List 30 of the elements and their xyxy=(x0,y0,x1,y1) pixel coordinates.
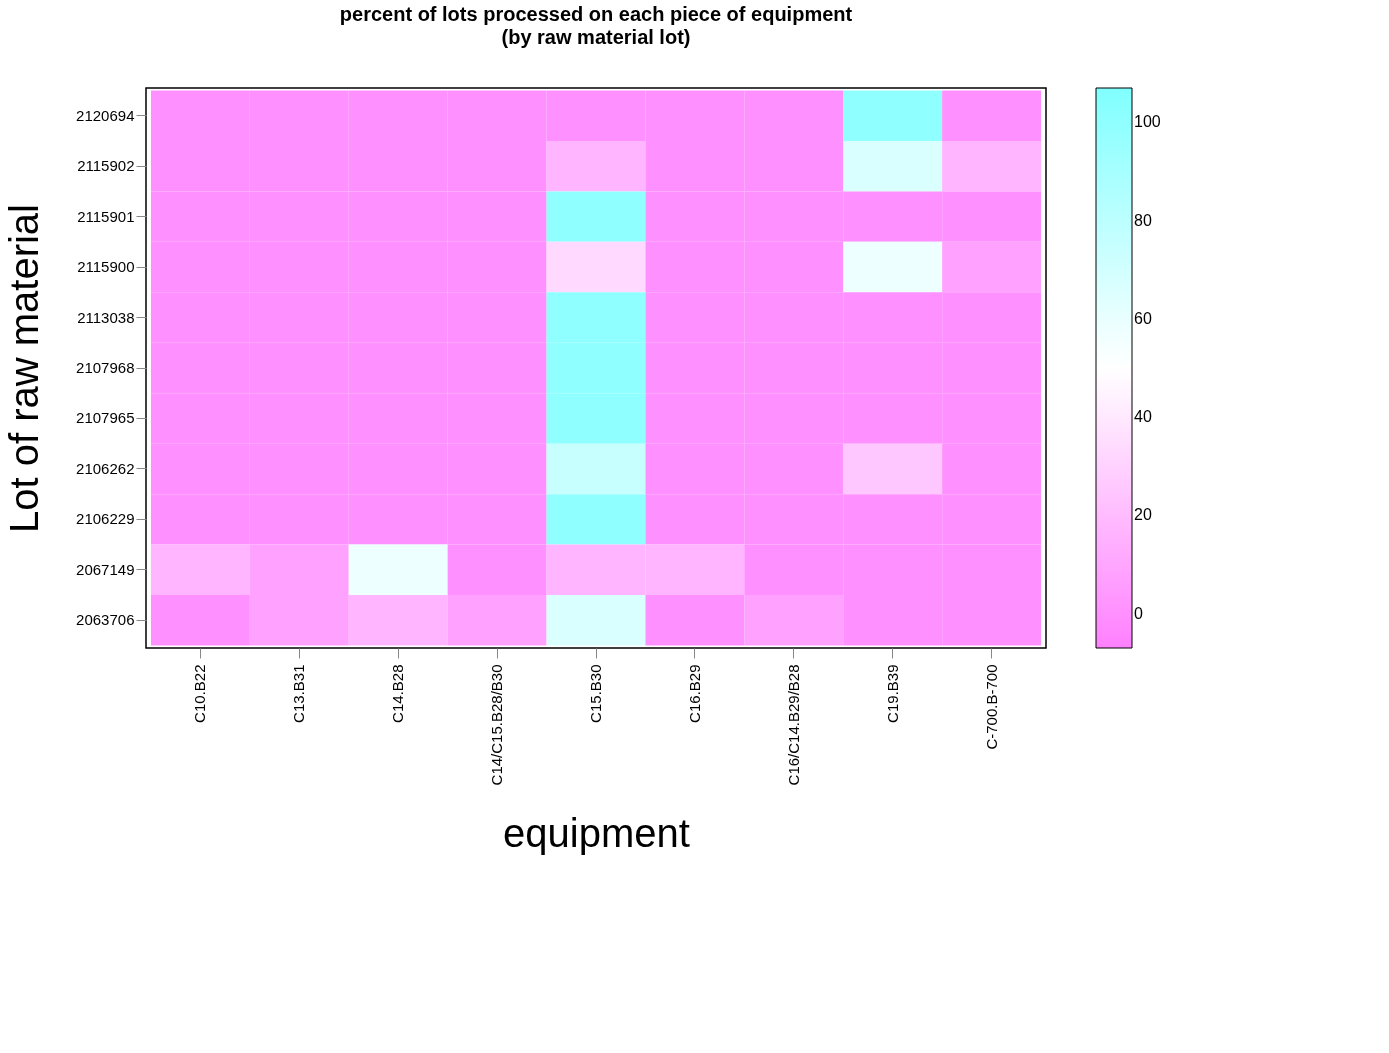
color-bar-label: 100 xyxy=(1134,113,1161,131)
chart-title: percent of lots processed on each piece of equipment xyxy=(339,3,853,25)
y-tick-label: 2113038 xyxy=(77,308,135,326)
color-bar-label: 40 xyxy=(1134,408,1152,426)
color-bar-label: 80 xyxy=(1134,211,1152,229)
y-tick-label: 2115901 xyxy=(77,207,135,225)
y-tick-label: 2115900 xyxy=(77,258,135,276)
x-tick-label: C16.B29 xyxy=(685,664,703,723)
y-axis-title: Lot of raw material xyxy=(2,203,47,534)
x-tick-label: C10.B22 xyxy=(191,664,209,723)
y-tick-label: 2115902 xyxy=(77,157,135,175)
y-tick-label: 2120694 xyxy=(76,106,135,124)
y-tick-label: 2106229 xyxy=(76,510,135,528)
x-axis-title: equipment xyxy=(503,811,690,856)
x-tick-label: C14/C15.B28/B30 xyxy=(488,664,506,786)
x-tick-label: C19.B39 xyxy=(883,664,901,723)
y-tick-label: 2107968 xyxy=(76,359,135,376)
color-bar-label: 20 xyxy=(1134,506,1152,524)
x-tick-label: C15.B30 xyxy=(587,664,604,723)
y-tick-label: 2063706 xyxy=(76,611,135,629)
y-tick-label: 2106262 xyxy=(76,459,135,477)
x-tick-label: C13.B31 xyxy=(290,664,308,723)
y-tick-label: 2107965 xyxy=(76,409,135,427)
color-bar-label: 0 xyxy=(1134,604,1143,622)
color-bar-label: 60 xyxy=(1134,309,1152,327)
chart-subtitle: (by raw material lot) xyxy=(501,26,691,48)
x-tick-label: C16/C14.B29/B28 xyxy=(784,664,802,786)
x-tick-label: C-700.B-700 xyxy=(982,664,1000,750)
x-tick-label: C14.B28 xyxy=(389,664,407,723)
y-tick-label: 2067149 xyxy=(76,560,135,578)
